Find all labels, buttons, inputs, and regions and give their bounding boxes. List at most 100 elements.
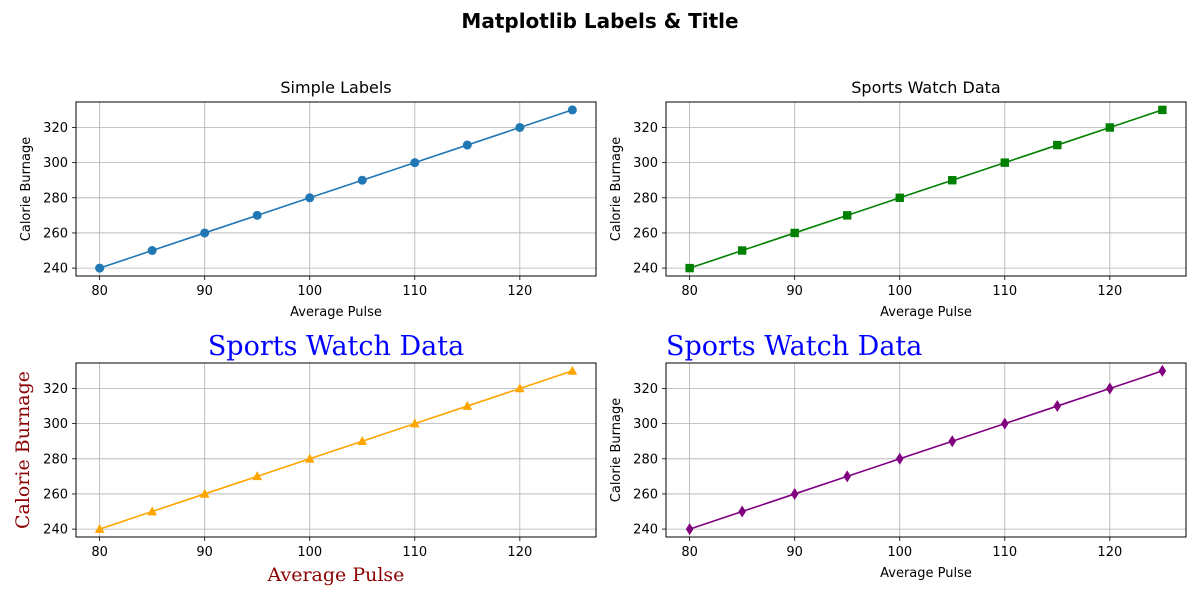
- data-point: [948, 435, 957, 448]
- data-point: [252, 210, 262, 220]
- data-point: [147, 506, 157, 516]
- y-tick-label: 260: [633, 487, 658, 502]
- data-point: [685, 523, 694, 536]
- chart-title: Sports Watch Data: [666, 331, 922, 362]
- data-point: [738, 505, 746, 518]
- x-tick-label: 100: [887, 545, 912, 560]
- data-point: [895, 193, 904, 202]
- data-point: [895, 452, 904, 465]
- figure-title: Matplotlib Labels & Title: [461, 9, 738, 33]
- data-point: [1053, 140, 1062, 150]
- chart-title: Sports Watch Data: [851, 78, 1000, 97]
- x-tick-label: 120: [507, 284, 532, 299]
- axes-frame: [665, 101, 1187, 277]
- y-tick-label: 320: [43, 121, 68, 136]
- data-point: [1053, 400, 1062, 413]
- data-point: [843, 470, 852, 483]
- chart-title: Sports Watch Data: [208, 331, 464, 362]
- data-point: [1000, 158, 1009, 167]
- y-axis-label: Calorie Burnage: [12, 371, 34, 529]
- x-axis-label: Average Pulse: [880, 566, 972, 581]
- data-point: [790, 228, 799, 238]
- x-tick-label: 80: [91, 545, 108, 560]
- x-tick-label: 90: [196, 284, 213, 299]
- data-point: [685, 263, 694, 273]
- y-tick-label: 280: [43, 191, 68, 206]
- data-point: [252, 471, 263, 481]
- data-point: [567, 365, 578, 375]
- x-tick-label: 120: [507, 545, 532, 560]
- y-tick-label: 280: [43, 452, 68, 467]
- y-tick-label: 320: [633, 382, 658, 397]
- data-point: [737, 246, 747, 255]
- x-tick-label: 100: [887, 284, 912, 299]
- x-tick-label: 100: [297, 284, 322, 299]
- data-point: [462, 400, 473, 410]
- x-axis-label: Average Pulse: [290, 305, 382, 320]
- data-point: [304, 453, 315, 463]
- chart-title: Simple Labels: [280, 78, 391, 97]
- data-point: [462, 140, 472, 150]
- y-tick-label: 240: [633, 523, 658, 538]
- y-tick-label: 240: [43, 262, 68, 277]
- x-tick-label: 110: [402, 284, 427, 299]
- data-point: [515, 122, 525, 132]
- y-axis-label: Calorie Burnage: [609, 398, 624, 502]
- x-tick-label: 90: [786, 284, 803, 299]
- axes-frame: [75, 101, 597, 277]
- data-point: [1000, 417, 1009, 430]
- chart-panel-4: 80 90 100 110 120 240 260 280 300 320 Sports Watch…: [609, 331, 1187, 581]
- y-tick-label: 260: [43, 226, 68, 241]
- chart-panel-3: 80 90 100 110 120 240 260 280 300 320 Sports Watch…: [12, 331, 597, 586]
- x-tick-label: 110: [992, 545, 1017, 560]
- data-point: [1105, 123, 1115, 132]
- data-point: [94, 523, 105, 533]
- x-tick-label: 110: [402, 545, 427, 560]
- x-tick-label: 120: [1097, 545, 1122, 560]
- x-axis-label: Average Pulse: [880, 305, 972, 320]
- data-point: [357, 175, 367, 185]
- y-tick-label: 300: [43, 417, 68, 432]
- series-line: [689, 370, 1163, 530]
- y-tick-label: 300: [633, 417, 658, 432]
- data-point: [948, 176, 957, 185]
- x-tick-label: 100: [297, 545, 322, 560]
- y-tick-label: 240: [43, 523, 68, 538]
- series-line: [99, 370, 573, 530]
- series-line: [99, 109, 573, 269]
- chart-panel-1: 80 90 100 110 120 240 260 280 300 320 Simple Label…: [19, 78, 597, 320]
- axes-frame: [665, 362, 1187, 538]
- x-axis-label: Average Pulse: [267, 564, 405, 586]
- axes-frame: [75, 362, 597, 538]
- x-tick-label: 80: [91, 284, 108, 299]
- data-point: [843, 211, 852, 220]
- data-point: [199, 488, 210, 498]
- y-tick-label: 300: [633, 156, 658, 171]
- data-point: [515, 383, 525, 393]
- data-point: [1158, 364, 1167, 377]
- data-point: [305, 193, 315, 203]
- x-tick-label: 90: [196, 545, 213, 560]
- y-tick-label: 240: [633, 262, 658, 277]
- data-point: [567, 105, 577, 115]
- x-tick-label: 90: [786, 545, 803, 560]
- data-point: [790, 487, 799, 500]
- x-tick-label: 120: [1097, 284, 1122, 299]
- y-axis-label: Calorie Burnage: [609, 137, 624, 241]
- data-point: [1106, 382, 1114, 395]
- y-tick-label: 300: [43, 156, 68, 171]
- data-point: [410, 158, 420, 168]
- series-line: [689, 109, 1163, 269]
- data-point: [147, 246, 157, 256]
- data-point: [200, 228, 210, 238]
- y-axis-label: Calorie Burnage: [19, 137, 34, 241]
- data-point: [409, 418, 420, 428]
- y-tick-label: 280: [633, 191, 658, 206]
- y-tick-label: 260: [43, 487, 68, 502]
- chart-panel-2: 80 90 100 110 120 240 260 280 300 320 Sports Watch…: [609, 78, 1187, 320]
- y-tick-label: 260: [633, 226, 658, 241]
- data-point: [95, 263, 105, 273]
- data-point: [357, 436, 368, 446]
- data-point: [1158, 105, 1167, 115]
